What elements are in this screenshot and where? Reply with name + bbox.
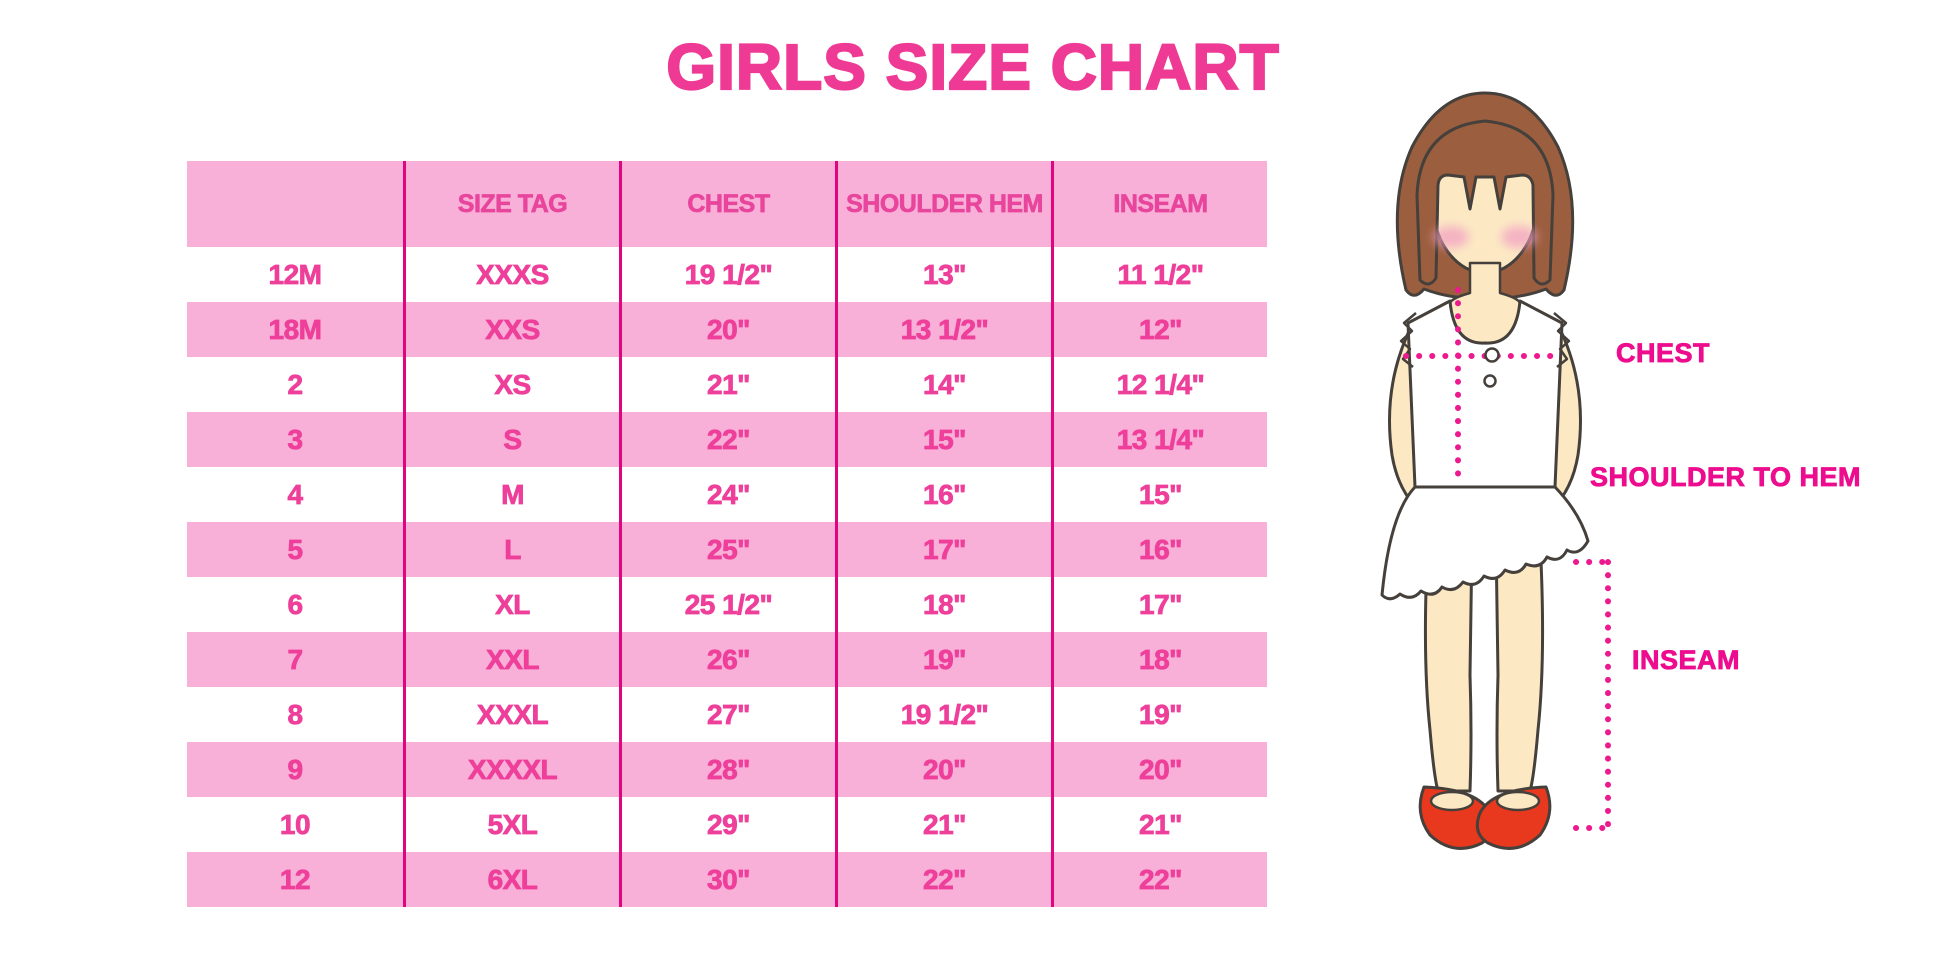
shoes — [1418, 785, 1552, 850]
table-header-row: SIZE TAG CHEST SHOULDER HEM INSEAM — [187, 161, 1267, 247]
row-value: 29" — [619, 797, 835, 852]
row-value: 20" — [619, 302, 835, 357]
col-header-blank — [187, 161, 403, 247]
row-size-label: 18M — [268, 313, 322, 345]
row-size-label: 7 — [287, 643, 303, 675]
row-value: 16" — [835, 467, 1051, 522]
table-row-9: 9 XXXXL 28" 20" 20" — [187, 742, 1267, 797]
tank-top — [1406, 299, 1564, 489]
hair-fringe — [1415, 119, 1555, 286]
row-value: 21" — [619, 357, 835, 412]
row-value: 19 1/2" — [835, 687, 1051, 742]
table-row-3: 3 S 22" 15" 13 1/4" — [187, 412, 1267, 467]
row-value: 24" — [619, 467, 835, 522]
col-header-shoulder-hem: SHOULDER HEM — [835, 161, 1051, 247]
table-row-5: 5 L 25" 17" 16" — [187, 522, 1267, 577]
row-value: M — [403, 467, 619, 522]
col-header-size-tag: SIZE TAG — [403, 161, 619, 247]
row-value: L — [403, 522, 619, 577]
row-value: XXXXL — [403, 742, 619, 797]
row-value: 18" — [1051, 632, 1267, 687]
table-row-18m: 18M XXS 20" 13 1/2" 12" — [187, 302, 1267, 357]
row-value: 25" — [619, 522, 835, 577]
row-value: 27" — [619, 687, 835, 742]
row-value: 15" — [1051, 467, 1267, 522]
row-value: 25 1/2" — [619, 577, 835, 632]
row-value: 30" — [619, 852, 835, 907]
table-row-7: 7 XXL 26" 19" 18" — [187, 632, 1267, 687]
row-size-label: 9 — [287, 753, 303, 785]
row-value: 17" — [835, 522, 1051, 577]
table-row-8: 8 XXXL 27" 19 1/2" 19" — [187, 687, 1267, 742]
row-size-label: 2 — [287, 368, 303, 400]
row-value: XXXL — [403, 687, 619, 742]
row-value: 14" — [835, 357, 1051, 412]
peplum-skirt — [1380, 485, 1590, 601]
blush — [1433, 226, 1537, 248]
row-value: 13" — [835, 247, 1051, 302]
legs — [1423, 538, 1545, 793]
measurement-dotted-lines — [1403, 287, 1616, 831]
table-row-12m: 12M XXXS 19 1/2" 13" 11 1/2" — [187, 247, 1267, 302]
row-size-label: 5 — [287, 533, 303, 565]
row-value: 12" — [1051, 302, 1267, 357]
inseam-label: INSEAM — [1632, 645, 1741, 676]
row-value: XS — [403, 357, 619, 412]
row-size-label: 12 — [279, 863, 311, 895]
row-value: 5XL — [403, 797, 619, 852]
row-value: 6XL — [403, 852, 619, 907]
row-value: 19 1/2" — [619, 247, 835, 302]
row-value: 19" — [835, 632, 1051, 687]
table-row-2: 2 XS 21" 14" 12 1/4" — [187, 357, 1267, 412]
table-row-12: 12 6XL 30" 22" 22" — [187, 852, 1267, 907]
col-header-inseam: INSEAM — [1051, 161, 1267, 247]
col-header-chest: CHEST — [619, 161, 835, 247]
page-title: GIRLS SIZE CHART — [665, 30, 1280, 104]
row-value: XXL — [403, 632, 619, 687]
row-value: 22" — [619, 412, 835, 467]
row-value: 15" — [835, 412, 1051, 467]
row-value: XL — [403, 577, 619, 632]
shoulder-to-hem-label: SHOULDER TO HEM — [1590, 462, 1862, 493]
row-size-label: 4 — [287, 478, 303, 510]
row-value: S — [403, 412, 619, 467]
row-value: 17" — [1051, 577, 1267, 632]
shoulder-ruffles — [1399, 312, 1571, 368]
row-size-label: 6 — [287, 588, 303, 620]
girl-figure-illustration — [1380, 91, 1616, 850]
row-value: 12 1/4" — [1051, 357, 1267, 412]
row-value: 28" — [619, 742, 835, 797]
row-value: XXS — [403, 302, 619, 357]
shirt-buttons — [1483, 347, 1500, 388]
row-value: 20" — [835, 742, 1051, 797]
table-row-6: 6 XL 25 1/2" 18" 17" — [187, 577, 1267, 632]
row-value: 16" — [1051, 522, 1267, 577]
row-value: 19" — [1051, 687, 1267, 742]
row-size-label: 3 — [287, 423, 303, 455]
row-size-label: 8 — [287, 698, 303, 730]
table-row-4: 4 M 24" 16" 15" — [187, 467, 1267, 522]
row-value: 13 1/4" — [1051, 412, 1267, 467]
row-value: 18" — [835, 577, 1051, 632]
table-row-10: 10 5XL 29" 21" 21" — [187, 797, 1267, 852]
row-value: 13 1/2" — [835, 302, 1051, 357]
row-value: 22" — [835, 852, 1051, 907]
chest-label: CHEST — [1616, 338, 1711, 369]
row-value: 21" — [1051, 797, 1267, 852]
row-value: 21" — [835, 797, 1051, 852]
row-value: 11 1/2" — [1051, 247, 1267, 302]
size-table: SIZE TAG CHEST SHOULDER HEM INSEAM 12M XXXS 19… — [187, 161, 1267, 907]
row-size-label: 10 — [279, 808, 311, 840]
row-value: XXXS — [403, 247, 619, 302]
row-value: 22" — [1051, 852, 1267, 907]
row-size-label: 12M — [268, 258, 322, 290]
row-value: 26" — [619, 632, 835, 687]
row-value: 20" — [1051, 742, 1267, 797]
